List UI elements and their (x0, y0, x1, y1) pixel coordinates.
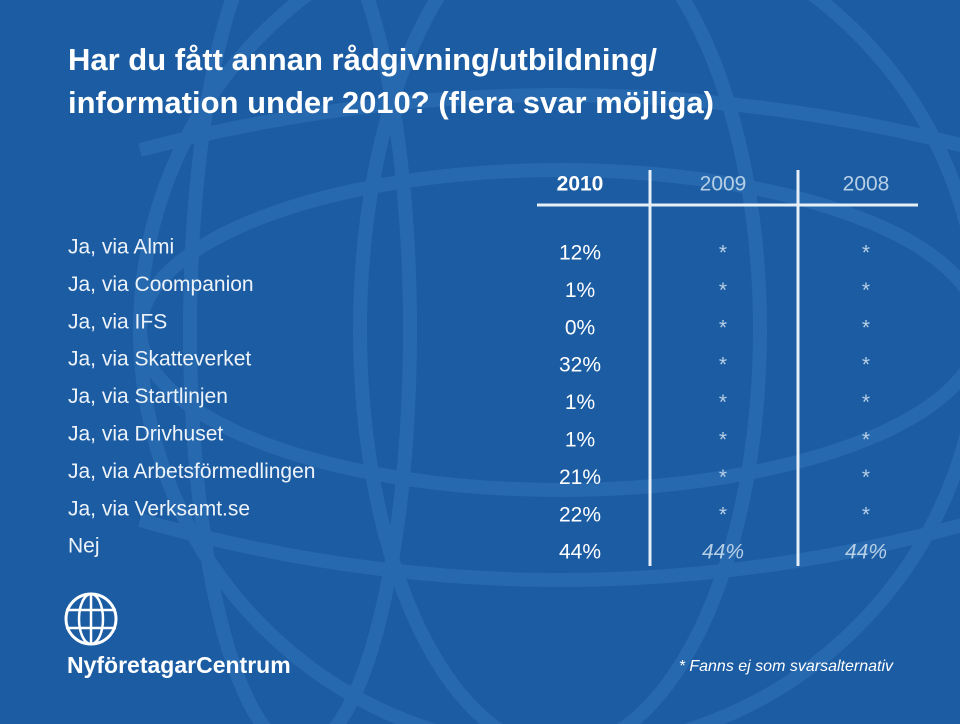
row-label: Ja, via Almi (68, 236, 174, 259)
cell-value: * (719, 391, 727, 414)
cell-value: * (719, 242, 727, 265)
cell-value: * (719, 429, 727, 452)
row-label: Ja, via Startlinjen (68, 385, 228, 408)
footnote: * Fanns ej som svarsalternativ (679, 658, 894, 675)
cell-value: * (862, 503, 870, 526)
cell-value: 32% (559, 354, 601, 377)
column-header: 2010 (557, 173, 604, 196)
cell-value: * (719, 354, 727, 377)
row-label: Ja, via Skatteverket (68, 348, 251, 371)
cell-value: 44% (702, 541, 744, 564)
cell-value: * (862, 466, 870, 489)
row-label: Ja, via Arbetsförmedlingen (68, 460, 315, 483)
logo-text: NyföretagarCentrum (67, 652, 291, 678)
cell-value: * (862, 354, 870, 377)
cell-value: 1% (565, 279, 595, 302)
cell-value: * (862, 391, 870, 414)
row-label: Ja, via Verksamt.se (68, 497, 250, 520)
cell-value: 1% (565, 391, 595, 414)
cell-value: 22% (559, 503, 601, 526)
cell-value: 44% (559, 541, 601, 564)
cell-value: 12% (559, 242, 601, 265)
cell-value: * (862, 316, 870, 339)
row-label: Nej (68, 535, 100, 558)
row-label: Ja, via IFS (68, 310, 167, 333)
cell-value: * (719, 466, 727, 489)
logo-icon (64, 592, 118, 646)
cell-value: 21% (559, 466, 601, 489)
cell-value: * (719, 279, 727, 302)
column-header: 2009 (700, 173, 747, 196)
column-header: 2008 (843, 173, 890, 196)
cell-value: 0% (565, 316, 595, 339)
cell-value: * (719, 503, 727, 526)
row-label: Ja, via Coompanion (68, 273, 254, 296)
cell-value: * (862, 429, 870, 452)
cell-value: 44% (845, 541, 887, 564)
cell-value: * (862, 242, 870, 265)
cell-value: 1% (565, 429, 595, 452)
row-label: Ja, via Drivhuset (68, 423, 223, 446)
cell-value: * (719, 316, 727, 339)
title-line: information under 2010? (flera svar möjl… (68, 85, 714, 120)
cell-value: * (862, 279, 870, 302)
title-line: Har du fått annan rådgivning/utbildning/ (68, 42, 657, 77)
